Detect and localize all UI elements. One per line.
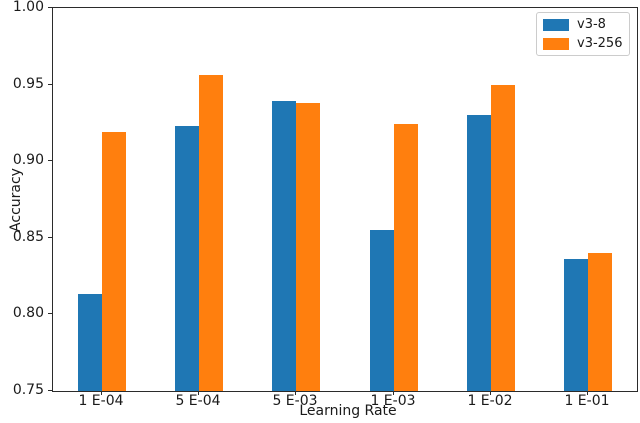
x-tick-mark — [295, 391, 296, 395]
bar-v3-8-5E-04 — [175, 126, 199, 391]
y-tick-label: 0.90 — [12, 152, 44, 168]
y-tick-label: 0.85 — [12, 229, 44, 245]
bar-v3-8-1E-03 — [369, 230, 394, 391]
y-tick-mark — [48, 390, 52, 391]
legend-label: v3-8 — [577, 17, 606, 32]
legend-swatch-icon — [543, 37, 569, 50]
x-tick-label: 1 E-01 — [564, 393, 610, 409]
bar-v3-256-5E-03 — [296, 103, 321, 391]
y-tick-label: 0.75 — [12, 382, 44, 398]
legend: v3-8 v3-256 — [536, 12, 630, 56]
x-tick-label: 1 E-04 — [78, 393, 124, 409]
y-tick-mark — [48, 7, 52, 8]
x-tick-mark — [587, 391, 588, 395]
bar-v3-8-1E-04 — [77, 294, 102, 391]
x-axis-title: Learning Rate — [299, 403, 397, 419]
x-tick-mark — [490, 391, 491, 395]
y-tick-mark — [48, 237, 52, 238]
x-tick-label: 5 E-03 — [272, 393, 318, 409]
bar-v3-8-1E-02 — [467, 115, 491, 391]
x-tick-mark — [393, 391, 394, 395]
legend-row-v3-256: v3-256 — [543, 37, 623, 50]
bar-v3-256-1E-02 — [491, 85, 515, 391]
y-tick-label: 0.80 — [12, 305, 44, 321]
x-tick-mark — [101, 391, 102, 395]
x-tick-label: 5 E-04 — [175, 393, 221, 409]
x-tick-label: 1 E-02 — [467, 393, 513, 409]
y-tick-mark — [48, 84, 52, 85]
legend-label: v3-256 — [577, 36, 623, 51]
y-tick-mark — [48, 313, 52, 314]
y-axis-title: Accuracy — [8, 168, 24, 232]
legend-row-v3-8: v3-8 — [543, 18, 623, 31]
y-tick-label: 0.95 — [12, 76, 44, 92]
y-tick-label: 1.00 — [12, 0, 44, 15]
bar-v3-8-5E-03 — [272, 101, 297, 391]
legend-swatch-icon — [543, 18, 569, 31]
bar-v3-256-1E-01 — [588, 253, 613, 391]
bar-v3-256-1E-04 — [101, 132, 126, 391]
bar-v3-8-1E-01 — [564, 259, 589, 391]
x-tick-mark — [198, 391, 199, 395]
bar-v3-256-5E-04 — [199, 75, 223, 391]
plot-area — [52, 7, 638, 392]
bar-v3-256-1E-03 — [393, 124, 418, 391]
y-tick-mark — [48, 160, 52, 161]
x-tick-label: 1 E-03 — [370, 393, 416, 409]
